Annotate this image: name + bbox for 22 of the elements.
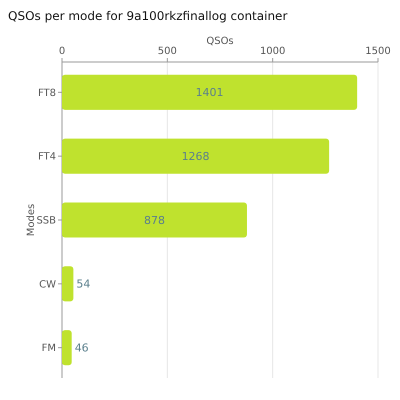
x-tick-label: 500 <box>158 46 177 57</box>
data-label: 1268 <box>182 150 210 164</box>
bar <box>62 202 247 238</box>
x-tick-label: 1500 <box>365 46 391 57</box>
y-tick-label: SSB <box>36 216 56 226</box>
y-tick-label: FM <box>42 343 56 354</box>
data-label: 1401 <box>196 86 224 100</box>
x-axis-title: QSOs <box>206 36 234 47</box>
data-label: 54 <box>76 278 90 291</box>
y-tick-label: FT8 <box>38 88 56 99</box>
x-tick-label: 0 <box>58 46 66 57</box>
y-tick-label: FT4 <box>38 152 56 163</box>
y-axis-title: Modes <box>26 204 37 236</box>
x-tick-label: 1000 <box>260 46 286 57</box>
y-tick-label: CW <box>39 279 56 290</box>
bar <box>62 74 358 110</box>
data-label: 46 <box>74 342 89 355</box>
bar <box>62 266 74 302</box>
chart-title: QSOs per mode for 9a100rkzfinallog container <box>8 9 288 23</box>
bar <box>62 330 72 366</box>
bar <box>62 138 330 174</box>
data-label: 878 <box>144 214 165 227</box>
